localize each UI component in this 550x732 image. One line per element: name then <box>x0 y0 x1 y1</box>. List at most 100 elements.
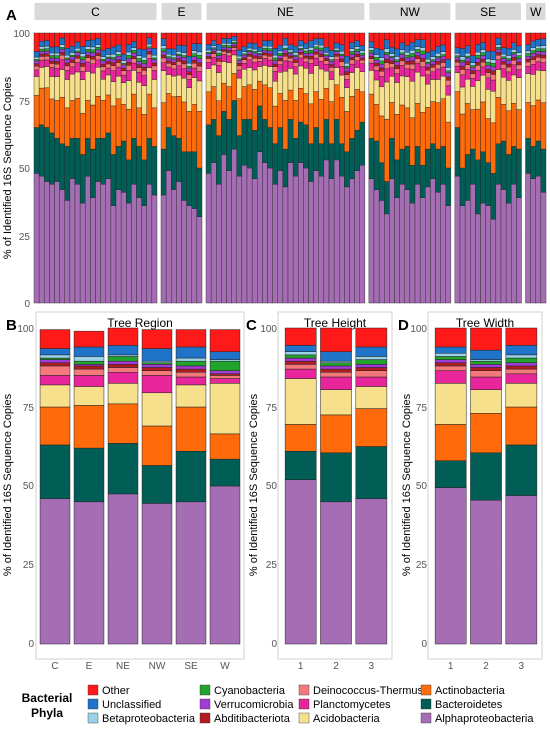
a-bar-c-9-planctomycetes <box>74 62 81 73</box>
b-bar-c-unclassified <box>39 348 71 356</box>
a-bar-ne-24-other <box>323 32 330 48</box>
a-bar-ne-27-planctomycetes <box>339 66 345 76</box>
a-bar-ne-25-acidobacteria <box>328 79 335 102</box>
a-bar-ne-29-unclassified <box>349 42 355 49</box>
a-bar-ne-24-verrucomicrobia <box>323 55 330 59</box>
a-bar-nw-13-cyanobacteria <box>430 59 436 62</box>
a-bar-ne-28-unclassified <box>344 55 350 64</box>
a-bar-nw-16-betaproteobacteria <box>445 67 452 72</box>
a-bar-c-18-planctomycetes <box>120 74 127 83</box>
panel-d-ticks: 0 25 50 75 100 <box>410 324 427 650</box>
a-bar-c-11-other <box>85 32 91 41</box>
a-bar-ne-10-other <box>251 32 258 44</box>
a-bar-nw-13-verrucomicrobia <box>430 61 436 65</box>
a-bar-w-2-unclassified <box>530 40 536 48</box>
a-bar-c-20-cyanobacteria <box>131 50 137 54</box>
a-bar-se-7-planctomycetes <box>485 77 491 90</box>
a-bar-ne-18-alphaproteobacteria <box>292 175 299 304</box>
a-bar-se-2-alphaproteobacteria <box>459 205 466 304</box>
a-bar-se-1-abditibacteriota <box>454 59 461 63</box>
b-bar-c-deinococcus-thermus <box>39 365 71 376</box>
a-facet-label-w: W <box>530 5 542 19</box>
a-bar-nw-12-actinobacteria <box>425 107 431 150</box>
a-bar-ne-30-unclassified <box>354 40 360 47</box>
a-bar-se-5-planctomycetes <box>475 70 481 81</box>
a-bar-se-2-bacteroidetes <box>459 167 466 206</box>
a-bar-se-3-actinobacteria <box>464 103 471 155</box>
a-bar-ne-9-abditibacteriota <box>246 53 253 57</box>
a-bar-nw-7-alphaproteobacteria <box>399 183 405 304</box>
c-bar-1-verrucomicrobia <box>284 357 317 362</box>
a-bar-ne-11-betaproteobacteria <box>257 51 263 54</box>
legend-label-bacteroidetes: Bacteroidetes <box>435 699 503 711</box>
a-bar-c-10-alphaproteobacteria <box>79 202 86 304</box>
a-bar-e-5-alphaproteobacteria <box>181 200 187 304</box>
a-bar-ne-8-betaproteobacteria <box>241 51 248 54</box>
a-bar-ne-22-other <box>313 32 319 39</box>
a-bar-nw-11-abditibacteriota <box>419 57 426 62</box>
b-bar-ne-other <box>107 327 139 346</box>
a-bar-nw-3-other <box>378 32 385 51</box>
a-bar-ne-15-planctomycetes <box>277 64 284 73</box>
a-bar-ne-7-unclassified <box>236 49 243 57</box>
a-tick-75: 75 <box>19 97 31 108</box>
a-bar-nw-6-verrucomicrobia <box>394 61 400 66</box>
a-bar-e-5-other <box>181 32 187 46</box>
b-bar-se-abditibacteriota <box>175 368 207 373</box>
a-bar-c-4-other <box>49 32 55 48</box>
a-bar-c-19-verrucomicrobia <box>126 58 132 63</box>
a-bar-ne-31-bacteroidetes <box>359 121 366 166</box>
a-bar-nw-7-acidobacteria <box>399 75 405 106</box>
a-bar-w-2-deinococcus-thermus <box>530 59 536 65</box>
a-bar-se-13-bacteroidetes <box>516 148 522 198</box>
a-bar-nw-5-betaproteobacteria <box>389 53 395 57</box>
a-bar-ne-28-abditibacteriota <box>344 71 350 75</box>
a-bar-w-4-bacteroidetes <box>540 148 547 193</box>
a-bar-w-1-other <box>525 32 531 45</box>
a-bar-se-11-alphaproteobacteria <box>505 202 512 304</box>
a-bar-ne-22-bacteroidetes <box>313 127 319 171</box>
panel-c-frame <box>277 311 393 660</box>
a-bar-e-8-verrucomicrobia <box>196 58 203 63</box>
a-bar-e-2-other <box>165 32 172 49</box>
a-bar-c-15-other <box>105 32 112 49</box>
a-bar-se-9-cyanobacteria <box>495 47 502 50</box>
a-bar-nw-11-betaproteobacteria <box>419 47 426 52</box>
b-bar-ne-bacteroidetes <box>107 443 139 495</box>
b-tick-25: 25 <box>23 560 35 571</box>
a-bar-ne-15-cyanobacteria <box>277 53 284 56</box>
b-bar-ne-unclassified <box>107 345 139 356</box>
a-bar-ne-31-other <box>359 32 366 46</box>
a-bar-se-10-alphaproteobacteria <box>500 189 507 304</box>
a-bar-se-2-actinobacteria <box>459 113 466 169</box>
legend-label-verrucomicrobia: Verrucomicrobia <box>214 699 294 711</box>
a-bar-c-1-alphaproteobacteria <box>33 173 40 304</box>
a-bar-c-23-abditibacteriota <box>146 51 153 55</box>
a-bar-nw-12-unclassified <box>425 51 431 60</box>
a-bar-se-5-abditibacteriota <box>475 61 481 66</box>
a-bar-e-3-planctomycetes <box>171 68 177 77</box>
a-bar-c-18-abditibacteriota <box>120 67 127 71</box>
a-bar-nw-12-betaproteobacteria <box>425 58 431 63</box>
a-bar-se-13-unclassified <box>516 45 522 53</box>
d-tick-25: 25 <box>416 560 428 571</box>
a-bar-ne-19-actinobacteria <box>298 88 304 123</box>
a-bar-se-6-deinococcus-thermus <box>480 61 486 68</box>
legend-label-other: Other <box>102 685 130 697</box>
a-bar-nw-8-unclassified <box>404 45 411 53</box>
a-bar-ne-1-deinococcus-thermus <box>205 58 212 63</box>
a-bar-ne-26-bacteroidetes <box>333 119 340 161</box>
a-bar-nw-9-planctomycetes <box>409 69 416 82</box>
c-bar-2-acidobacteria <box>320 389 352 416</box>
a-bar-c-8-alphaproteobacteria <box>69 178 76 304</box>
a-bar-nw-9-other <box>409 32 416 43</box>
panel-d-frame <box>427 311 543 660</box>
a-bar-ne-24-unclassified <box>323 47 330 53</box>
a-bar-nw-5-bacteroidetes <box>389 138 395 180</box>
a-bar-ne-4-acidobacteria <box>221 61 227 84</box>
a-bar-e-6-alphaproteobacteria <box>186 205 192 304</box>
c-bar-2-abditibacteriota <box>320 368 352 373</box>
a-bar-nw-16-verrucomicrobia <box>445 72 452 78</box>
a-bar-se-8-planctomycetes <box>490 79 497 92</box>
a-bar-ne-1-planctomycetes <box>205 62 212 70</box>
